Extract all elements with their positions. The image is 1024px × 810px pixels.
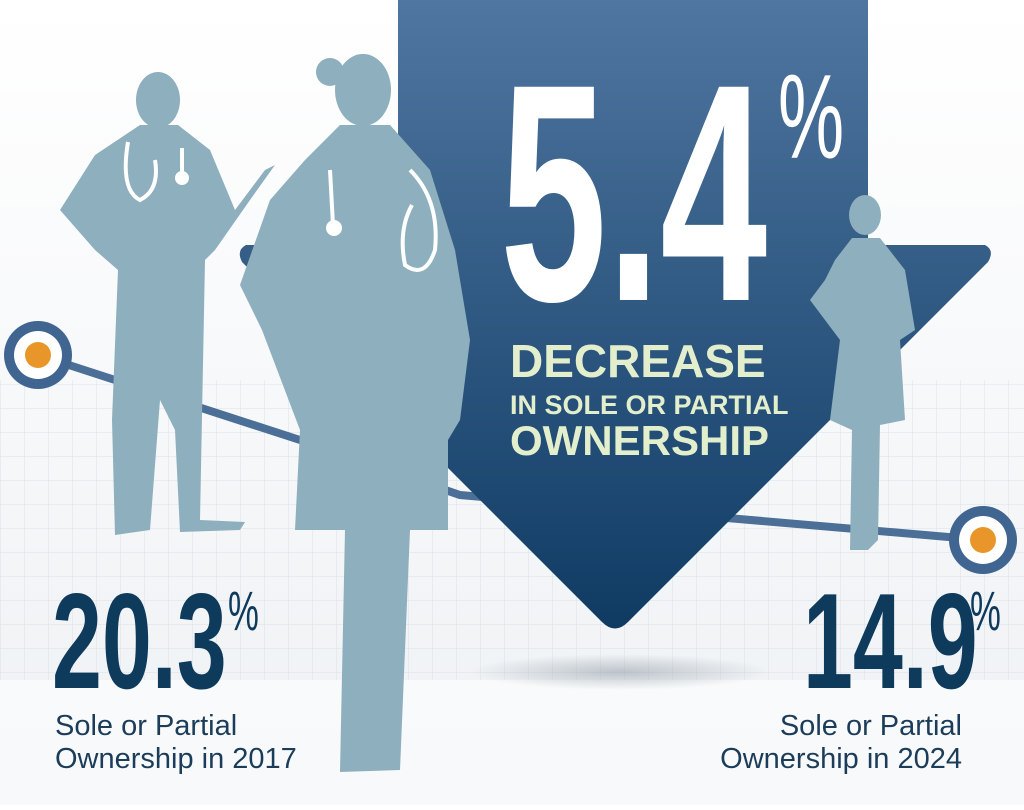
arrow-shadow [470,654,770,690]
stethoscopes [123,141,438,272]
fade [0,680,1024,805]
marker-end [949,506,1017,574]
headline-unit: % [778,51,844,184]
left-value: 20.3 [52,566,227,717]
right-caption-1: Sole or Partial [780,710,962,742]
headline-line1: DECREASE [510,335,766,387]
down-arrow [239,0,991,629]
left-unit: % [228,580,259,643]
right-value: 14.9 [803,566,978,717]
left-caption-2: Ownership in 2017 [55,743,297,775]
marker-start [4,321,72,389]
headline-line3: OWNERSHIP [510,417,769,464]
headline-line2: IN SOLE OR PARTIAL [510,390,789,420]
headline-value: 5.4 [500,20,768,366]
right-unit: % [970,580,1001,643]
silhouettes [60,54,915,772]
left-caption-1: Sole or Partial [55,710,237,742]
right-caption-2: Ownership in 2024 [720,743,962,775]
